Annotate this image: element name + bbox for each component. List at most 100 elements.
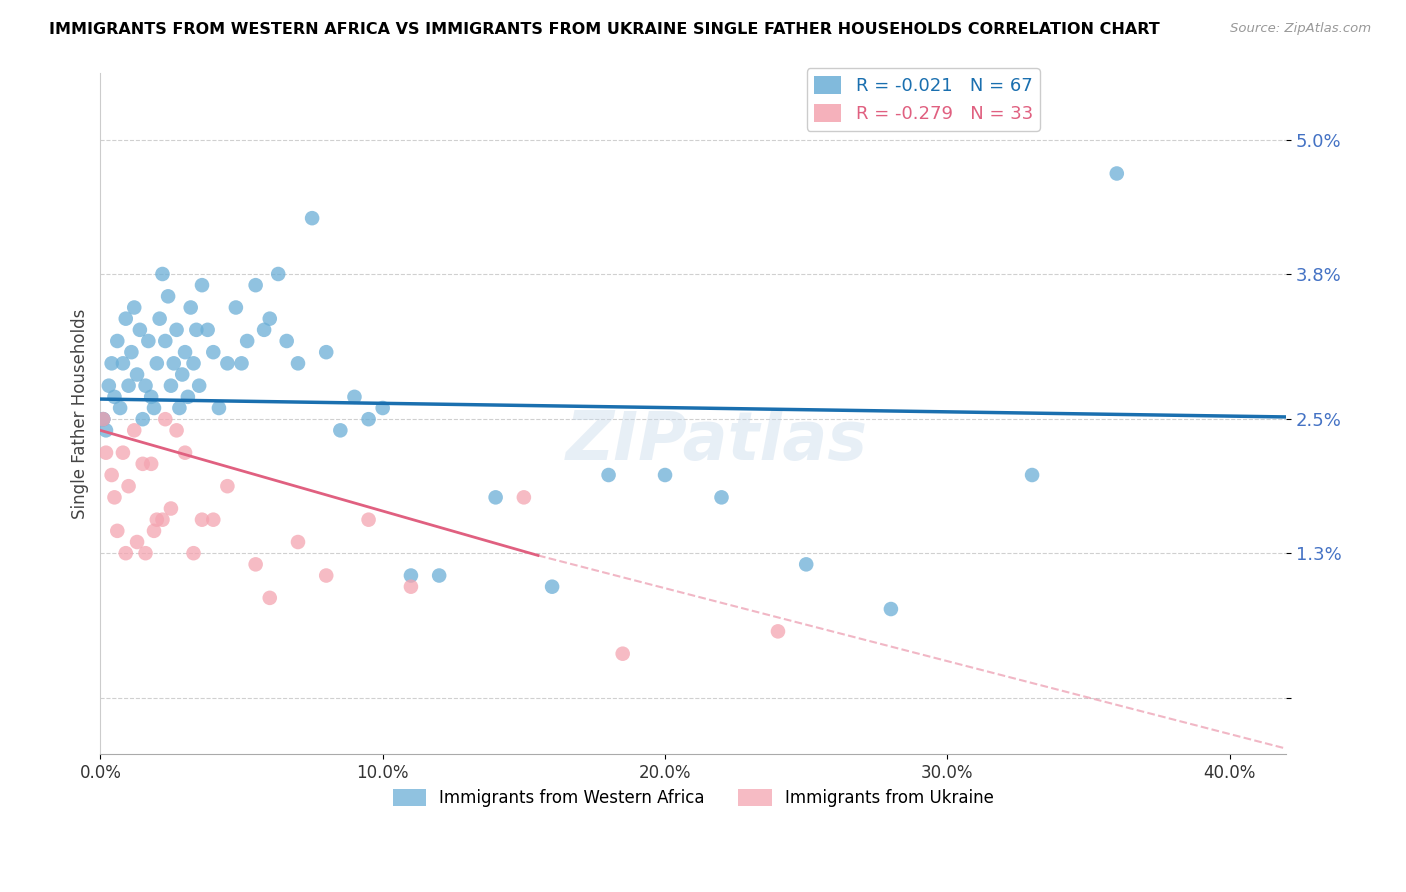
Point <box>427 568 450 582</box>
Point <box>172 368 194 382</box>
Point <box>766 624 789 639</box>
Point <box>103 390 125 404</box>
Text: IMMIGRANTS FROM WESTERN AFRICA VS IMMIGRANTS FROM UKRAINE SINGLE FATHER HOUSEHOL: IMMIGRANTS FROM WESTERN AFRICA VS IMMIGR… <box>49 22 1160 37</box>
Point <box>122 423 145 437</box>
Point <box>125 535 148 549</box>
Point <box>120 345 142 359</box>
Point <box>1021 468 1043 483</box>
Point <box>117 479 139 493</box>
Point <box>287 535 309 549</box>
Point <box>94 445 117 459</box>
Point <box>174 345 197 359</box>
Point <box>202 345 225 359</box>
Point <box>152 513 174 527</box>
Point <box>267 267 290 281</box>
Point <box>149 311 172 326</box>
Point <box>111 356 134 370</box>
Point <box>183 356 205 370</box>
Point <box>105 524 128 538</box>
Point <box>315 568 337 582</box>
Point <box>114 311 136 326</box>
Point <box>91 412 114 426</box>
Point <box>880 602 903 616</box>
Point <box>231 356 253 370</box>
Point <box>177 390 200 404</box>
Point <box>97 378 120 392</box>
Point <box>160 501 183 516</box>
Point <box>612 647 634 661</box>
Y-axis label: Single Father Households: Single Father Households <box>72 309 89 519</box>
Point <box>225 301 247 315</box>
Point <box>301 211 323 226</box>
Point <box>371 401 394 415</box>
Point <box>117 378 139 392</box>
Point <box>186 323 208 337</box>
Point <box>1105 166 1128 180</box>
Point <box>105 334 128 348</box>
Point <box>155 334 177 348</box>
Point <box>152 267 174 281</box>
Point <box>208 401 231 415</box>
Point <box>399 568 422 582</box>
Point <box>128 323 150 337</box>
Point <box>513 491 536 505</box>
Point <box>541 580 564 594</box>
Point <box>169 401 191 415</box>
Point <box>245 278 267 293</box>
Point <box>174 445 197 459</box>
Point <box>91 412 114 426</box>
Point <box>202 513 225 527</box>
Point <box>357 412 380 426</box>
Point <box>125 368 148 382</box>
Text: Source: ZipAtlas.com: Source: ZipAtlas.com <box>1230 22 1371 36</box>
Point <box>217 356 239 370</box>
Point <box>131 457 153 471</box>
Point <box>343 390 366 404</box>
Point <box>276 334 298 348</box>
Point <box>191 278 214 293</box>
Point <box>111 445 134 459</box>
Point <box>108 401 131 415</box>
Point <box>141 390 163 404</box>
Point <box>357 513 380 527</box>
Point <box>138 334 160 348</box>
Point <box>399 580 422 594</box>
Point <box>253 323 276 337</box>
Point <box>710 491 733 505</box>
Point <box>141 457 163 471</box>
Point <box>135 378 157 392</box>
Point <box>315 345 337 359</box>
Point <box>146 356 169 370</box>
Point <box>143 401 166 415</box>
Point <box>217 479 239 493</box>
Point <box>146 513 169 527</box>
Point <box>188 378 211 392</box>
Point <box>180 301 202 315</box>
Point <box>259 591 281 605</box>
Point <box>485 491 508 505</box>
Point <box>287 356 309 370</box>
Point <box>114 546 136 560</box>
Point <box>166 323 188 337</box>
Point <box>143 524 166 538</box>
Point <box>155 412 177 426</box>
Point <box>259 311 281 326</box>
Point <box>163 356 186 370</box>
Legend: Immigrants from Western Africa, Immigrants from Ukraine: Immigrants from Western Africa, Immigran… <box>387 782 1001 814</box>
Point <box>329 423 352 437</box>
Point <box>122 301 145 315</box>
Point <box>183 546 205 560</box>
Point <box>135 546 157 560</box>
Point <box>191 513 214 527</box>
Point <box>236 334 259 348</box>
Point <box>103 491 125 505</box>
Point <box>245 558 267 572</box>
Point <box>166 423 188 437</box>
Text: ZIPatlas: ZIPatlas <box>567 408 868 474</box>
Point <box>100 468 122 483</box>
Point <box>598 468 620 483</box>
Point <box>91 412 114 426</box>
Point <box>100 356 122 370</box>
Point <box>197 323 219 337</box>
Point <box>131 412 153 426</box>
